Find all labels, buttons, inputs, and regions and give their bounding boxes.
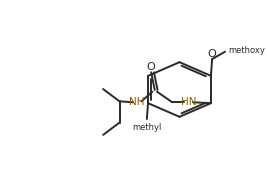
Text: methyl: methyl [132, 124, 162, 132]
Text: O: O [146, 62, 155, 72]
Text: NH: NH [129, 97, 145, 107]
Text: O: O [208, 49, 217, 59]
Text: HN: HN [181, 97, 197, 107]
Text: methoxy: methoxy [228, 46, 265, 55]
